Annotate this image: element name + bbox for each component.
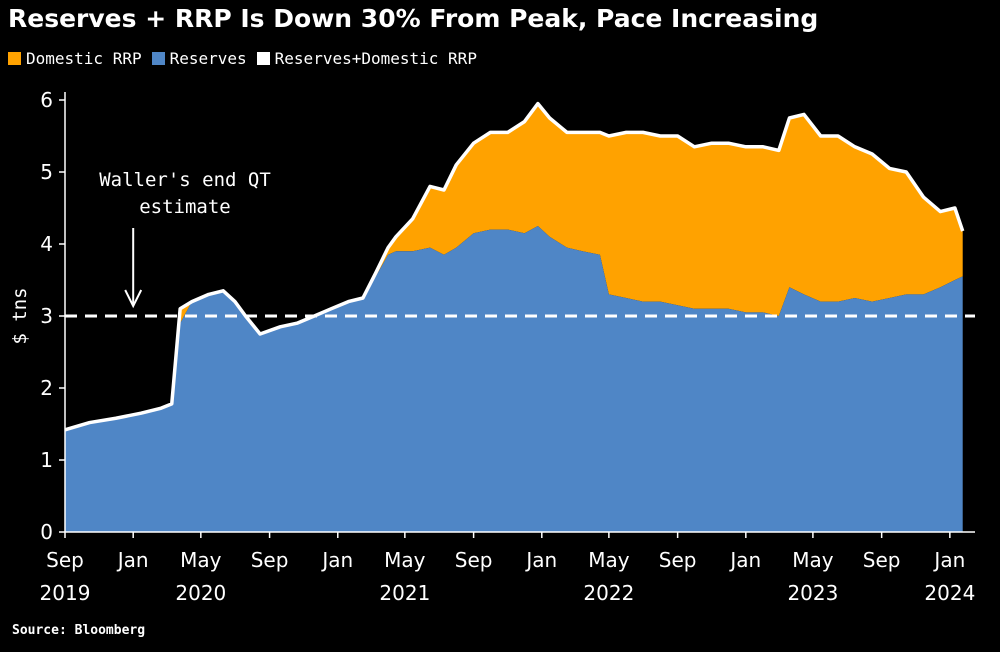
legend: Domestic RRP Reserves Reserves+Domestic … xyxy=(8,49,477,68)
x-tick-label: Jan xyxy=(320,548,353,572)
y-tick-label: 5 xyxy=(40,160,53,184)
x-year-label: 2024 xyxy=(924,581,975,605)
legend-item-domestic-rrp: Domestic RRP xyxy=(8,49,142,68)
x-tick-label: Jan xyxy=(728,548,761,572)
x-tick-label: May xyxy=(792,548,834,572)
series-area-reserves xyxy=(65,226,963,532)
x-tick-label: Sep xyxy=(455,548,493,572)
annotation-text-line: Waller's end QT xyxy=(99,169,271,191)
x-tick-label: May xyxy=(384,548,426,572)
x-tick-label: Sep xyxy=(251,548,289,572)
chart-title: Reserves + RRP Is Down 30% From Peak, Pa… xyxy=(8,4,819,33)
x-tick-label: Jan xyxy=(116,548,149,572)
legend-item-total: Reserves+Domestic RRP xyxy=(256,49,477,68)
annotation-arrow-head xyxy=(124,289,143,309)
x-tick-label: Sep xyxy=(863,548,901,572)
x-year-label: 2023 xyxy=(787,581,838,605)
x-tick-label: Sep xyxy=(659,548,697,572)
legend-label-reserves: Reserves xyxy=(169,49,247,68)
x-tick-label: Jan xyxy=(524,548,557,572)
x-tick-label: Jan xyxy=(932,548,965,572)
source-note: Source: Bloomberg xyxy=(12,623,146,638)
legend-swatch-domestic-rrp xyxy=(8,52,21,65)
x-year-label: 2021 xyxy=(379,581,430,605)
annotation-text-line: estimate xyxy=(139,196,231,218)
y-tick-label: 2 xyxy=(40,376,53,400)
legend-item-reserves: Reserves xyxy=(151,49,247,68)
x-year-label: 2022 xyxy=(583,581,634,605)
series-area-domestic-rrp xyxy=(65,103,963,430)
x-year-label: 2019 xyxy=(40,581,91,605)
legend-swatch-reserves xyxy=(151,52,165,65)
x-tick-label: May xyxy=(180,548,222,572)
legend-label-domestic-rrp: Domestic RRP xyxy=(26,49,142,68)
series-line-total xyxy=(64,101,965,432)
x-tick-label: Sep xyxy=(46,548,84,572)
x-year-label: 2020 xyxy=(175,581,226,605)
legend-label-total: Reserves+Domestic RRP xyxy=(274,49,477,68)
y-tick-label: 1 xyxy=(40,448,53,472)
x-tick-label: May xyxy=(588,548,630,572)
y-tick-label: 0 xyxy=(40,520,53,544)
y-tick-label: 4 xyxy=(40,232,53,256)
y-tick-label: 6 xyxy=(40,88,53,112)
y-axis-label: $ tns xyxy=(9,287,31,344)
y-tick-label: 3 xyxy=(40,304,53,328)
legend-swatch-total xyxy=(256,52,270,65)
